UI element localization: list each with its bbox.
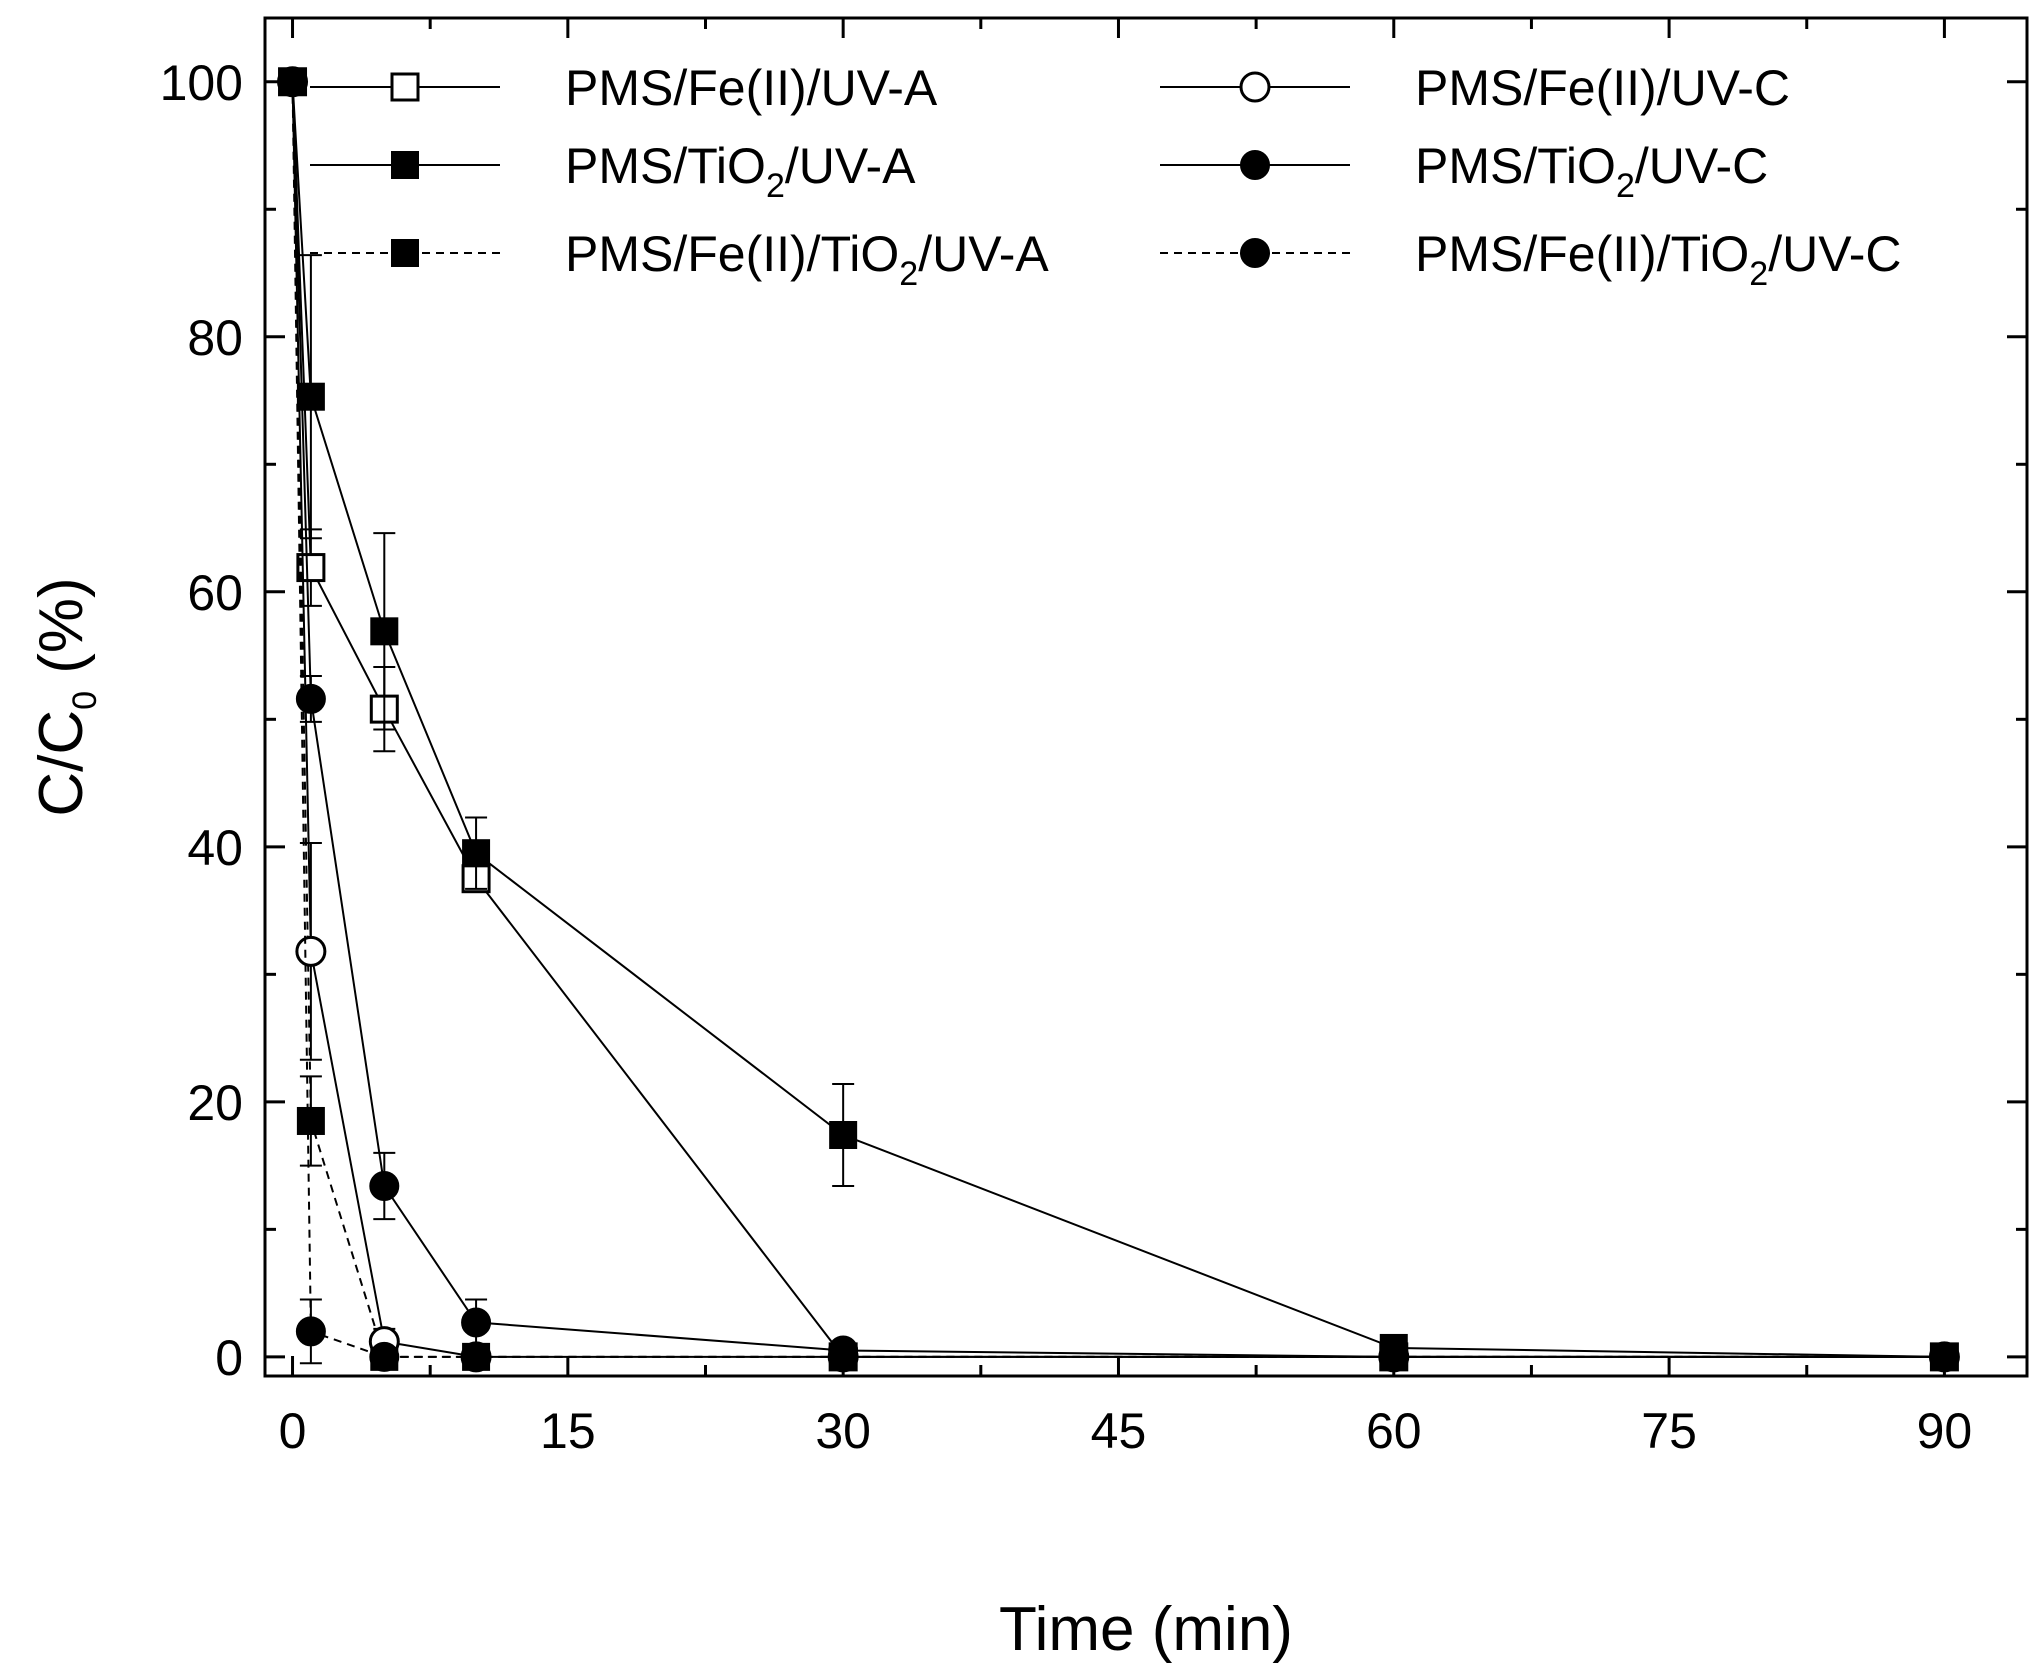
legend-label-suffix: /UV-A [918, 226, 1049, 282]
data-point [296, 1106, 325, 1135]
y-axis-title-base: C/C [27, 710, 96, 817]
data-point [829, 1121, 858, 1150]
legend-label-text: PMS/TiO [1415, 138, 1616, 194]
y-tick-label: 40 [187, 820, 243, 876]
data-point [369, 1171, 400, 1202]
data-point [295, 1316, 326, 1347]
x-axis-title: Time (min) [999, 1595, 1293, 1664]
legend-label-text: PMS/Fe(II)/UV-C [1415, 60, 1790, 116]
data-point [369, 1341, 400, 1372]
x-tick-label: 90 [1917, 1403, 1973, 1459]
y-tick-label: 100 [160, 55, 243, 111]
y-tick-label: 20 [187, 1075, 243, 1131]
x-tick-label: 0 [279, 1403, 307, 1459]
legend-item-2: PMS/TiO2/UV-A [310, 138, 916, 205]
x-tick-label: 75 [1641, 1403, 1697, 1459]
legend-label: PMS/Fe(II)/UV-C [1415, 60, 1790, 116]
legend-item-5: PMS/TiO2/UV-C [1160, 138, 1768, 205]
y-tick-label: 80 [187, 310, 243, 366]
legend-label: PMS/Fe(II)/TiO2/UV-A [565, 226, 1049, 293]
legend-label-suffix: /UV-A [785, 138, 916, 194]
x-tick-label: 30 [815, 1403, 871, 1459]
legend-marker [391, 151, 419, 179]
legend-label-text: PMS/Fe(II)/TiO [1415, 226, 1749, 282]
data-point [295, 683, 326, 714]
legend-marker [1240, 238, 1270, 268]
legend-label-subscript: 2 [1616, 167, 1635, 205]
x-tick-label: 45 [1091, 1403, 1147, 1459]
legend-marker [1240, 150, 1270, 180]
legend-label: PMS/TiO2/UV-C [1415, 138, 1768, 205]
legend-item-3: PMS/Fe(II)/TiO2/UV-A [310, 226, 1049, 293]
series-6 [277, 66, 1960, 1372]
legend-item-6: PMS/Fe(II)/TiO2/UV-C [1160, 226, 1902, 293]
legend-label-text: PMS/Fe(II)/TiO [565, 226, 899, 282]
data-point [295, 935, 327, 967]
data-point [462, 839, 491, 868]
legend-label-subscript: 2 [899, 255, 918, 293]
y-tick-label: 0 [215, 1330, 243, 1386]
legend-label-subscript: 2 [766, 167, 785, 205]
y-axis-title: C/C0 (%) [27, 577, 104, 816]
data-point [370, 617, 399, 646]
legend-marker [390, 72, 420, 102]
data-point [461, 1307, 492, 1338]
legend-marker [1239, 71, 1271, 103]
y-axis-title-suffix: (%) [27, 577, 96, 691]
legend-label-suffix: /UV-C [1635, 138, 1768, 194]
legend: PMS/Fe(II)/UV-APMS/TiO2/UV-APMS/Fe(II)/T… [310, 60, 1902, 293]
axis-ticks: 0 15 30 45 60 75 90 0 20 40 60 80 100 [160, 18, 2027, 1459]
legend-marker [391, 239, 419, 267]
legend-label-subscript: 2 [1749, 255, 1768, 293]
legend-label-suffix: /UV-C [1768, 226, 1901, 282]
legend-label: PMS/Fe(II)/TiO2/UV-C [1415, 226, 1902, 293]
x-tick-label: 15 [540, 1403, 596, 1459]
y-tick-label: 60 [187, 565, 243, 621]
legend-label: PMS/Fe(II)/UV-A [565, 60, 938, 116]
legend-item-4: PMS/Fe(II)/UV-C [1160, 60, 1790, 116]
plot-frame [263, 16, 2029, 1378]
x-tick-label: 60 [1366, 1403, 1422, 1459]
legend-label: PMS/TiO2/UV-A [565, 138, 916, 205]
legend-item-1: PMS/Fe(II)/UV-A [310, 60, 938, 116]
legend-label-text: PMS/TiO [565, 138, 766, 194]
data-point [461, 1341, 492, 1372]
legend-label-text: PMS/Fe(II)/UV-A [565, 60, 938, 116]
y-axis-title-sub: 0 [66, 691, 104, 710]
